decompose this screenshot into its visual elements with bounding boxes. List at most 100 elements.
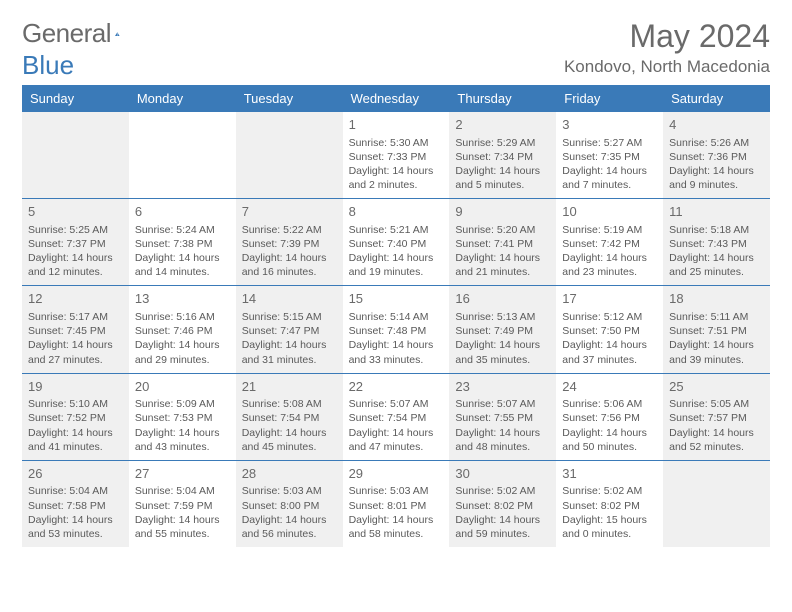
- sunset-line: Sunset: 7:37 PM: [28, 237, 123, 251]
- day-number: 31: [562, 465, 657, 483]
- day-cell: 11Sunrise: 5:18 AMSunset: 7:43 PMDayligh…: [663, 199, 770, 285]
- day-cell: 17Sunrise: 5:12 AMSunset: 7:50 PMDayligh…: [556, 286, 663, 372]
- day-cell: 20Sunrise: 5:09 AMSunset: 7:53 PMDayligh…: [129, 374, 236, 460]
- day-number: 12: [28, 290, 123, 308]
- sunrise-line: Sunrise: 5:17 AM: [28, 310, 123, 324]
- day-number: 22: [349, 378, 444, 396]
- day-cell: 3Sunrise: 5:27 AMSunset: 7:35 PMDaylight…: [556, 112, 663, 198]
- day-number: 5: [28, 203, 123, 221]
- daylight-line: Daylight: 14 hours and 21 minutes.: [455, 251, 550, 279]
- day-number: 8: [349, 203, 444, 221]
- day-number: 24: [562, 378, 657, 396]
- sunrise-line: Sunrise: 5:03 AM: [242, 484, 337, 498]
- day-cell: 10Sunrise: 5:19 AMSunset: 7:42 PMDayligh…: [556, 199, 663, 285]
- daylight-line: Daylight: 14 hours and 5 minutes.: [455, 164, 550, 192]
- week-row: 26Sunrise: 5:04 AMSunset: 7:58 PMDayligh…: [22, 461, 770, 547]
- day-number: 3: [562, 116, 657, 134]
- sunrise-line: Sunrise: 5:08 AM: [242, 397, 337, 411]
- day-cell: 30Sunrise: 5:02 AMSunset: 8:02 PMDayligh…: [449, 461, 556, 547]
- title-block: May 2024 Kondovo, North Macedonia: [564, 18, 770, 77]
- day-cell: 6Sunrise: 5:24 AMSunset: 7:38 PMDaylight…: [129, 199, 236, 285]
- sunset-line: Sunset: 7:35 PM: [562, 150, 657, 164]
- weekday-header: Tuesday: [236, 85, 343, 112]
- day-cell: 22Sunrise: 5:07 AMSunset: 7:54 PMDayligh…: [343, 374, 450, 460]
- sunrise-line: Sunrise: 5:06 AM: [562, 397, 657, 411]
- daylight-line: Daylight: 14 hours and 31 minutes.: [242, 338, 337, 366]
- sunrise-line: Sunrise: 5:30 AM: [349, 136, 444, 150]
- sunset-line: Sunset: 7:42 PM: [562, 237, 657, 251]
- sunrise-line: Sunrise: 5:24 AM: [135, 223, 230, 237]
- day-number: 15: [349, 290, 444, 308]
- day-number: 10: [562, 203, 657, 221]
- weekday-header: Sunday: [22, 85, 129, 112]
- day-number: 25: [669, 378, 764, 396]
- day-cell: 5Sunrise: 5:25 AMSunset: 7:37 PMDaylight…: [22, 199, 129, 285]
- week-row: 12Sunrise: 5:17 AMSunset: 7:45 PMDayligh…: [22, 286, 770, 373]
- day-number: 30: [455, 465, 550, 483]
- week-row: 1Sunrise: 5:30 AMSunset: 7:33 PMDaylight…: [22, 112, 770, 199]
- daylight-line: Daylight: 14 hours and 45 minutes.: [242, 426, 337, 454]
- sunrise-line: Sunrise: 5:22 AM: [242, 223, 337, 237]
- daylight-line: Daylight: 14 hours and 23 minutes.: [562, 251, 657, 279]
- day-cell: 24Sunrise: 5:06 AMSunset: 7:56 PMDayligh…: [556, 374, 663, 460]
- sunrise-line: Sunrise: 5:20 AM: [455, 223, 550, 237]
- logo-blue-text-wrap: Blue: [22, 50, 74, 81]
- daylight-line: Daylight: 14 hours and 50 minutes.: [562, 426, 657, 454]
- sunset-line: Sunset: 7:38 PM: [135, 237, 230, 251]
- sunset-line: Sunset: 7:43 PM: [669, 237, 764, 251]
- day-number: 27: [135, 465, 230, 483]
- daylight-line: Daylight: 14 hours and 35 minutes.: [455, 338, 550, 366]
- sunset-line: Sunset: 7:39 PM: [242, 237, 337, 251]
- sunrise-line: Sunrise: 5:18 AM: [669, 223, 764, 237]
- sunset-line: Sunset: 7:46 PM: [135, 324, 230, 338]
- sunset-line: Sunset: 7:45 PM: [28, 324, 123, 338]
- sunset-line: Sunset: 7:51 PM: [669, 324, 764, 338]
- day-cell: 4Sunrise: 5:26 AMSunset: 7:36 PMDaylight…: [663, 112, 770, 198]
- sunrise-line: Sunrise: 5:14 AM: [349, 310, 444, 324]
- sunset-line: Sunset: 7:58 PM: [28, 499, 123, 513]
- daylight-line: Daylight: 14 hours and 53 minutes.: [28, 513, 123, 541]
- daylight-line: Daylight: 14 hours and 55 minutes.: [135, 513, 230, 541]
- sunrise-line: Sunrise: 5:04 AM: [28, 484, 123, 498]
- daylight-line: Daylight: 14 hours and 47 minutes.: [349, 426, 444, 454]
- sunrise-line: Sunrise: 5:07 AM: [349, 397, 444, 411]
- day-cell: 28Sunrise: 5:03 AMSunset: 8:00 PMDayligh…: [236, 461, 343, 547]
- day-number: 16: [455, 290, 550, 308]
- day-cell: 16Sunrise: 5:13 AMSunset: 7:49 PMDayligh…: [449, 286, 556, 372]
- daylight-line: Daylight: 15 hours and 0 minutes.: [562, 513, 657, 541]
- day-cell: 9Sunrise: 5:20 AMSunset: 7:41 PMDaylight…: [449, 199, 556, 285]
- day-number: 28: [242, 465, 337, 483]
- sunrise-line: Sunrise: 5:11 AM: [669, 310, 764, 324]
- daylight-line: Daylight: 14 hours and 56 minutes.: [242, 513, 337, 541]
- sunset-line: Sunset: 7:41 PM: [455, 237, 550, 251]
- daylight-line: Daylight: 14 hours and 27 minutes.: [28, 338, 123, 366]
- daylight-line: Daylight: 14 hours and 9 minutes.: [669, 164, 764, 192]
- daylight-line: Daylight: 14 hours and 16 minutes.: [242, 251, 337, 279]
- sunrise-line: Sunrise: 5:29 AM: [455, 136, 550, 150]
- daylight-line: Daylight: 14 hours and 58 minutes.: [349, 513, 444, 541]
- sunset-line: Sunset: 8:00 PM: [242, 499, 337, 513]
- day-number: 13: [135, 290, 230, 308]
- weekday-header: Thursday: [449, 85, 556, 112]
- sunset-line: Sunset: 7:47 PM: [242, 324, 337, 338]
- day-number: 1: [349, 116, 444, 134]
- day-cell: 7Sunrise: 5:22 AMSunset: 7:39 PMDaylight…: [236, 199, 343, 285]
- sunrise-line: Sunrise: 5:16 AM: [135, 310, 230, 324]
- sunrise-line: Sunrise: 5:10 AM: [28, 397, 123, 411]
- calendar: SundayMondayTuesdayWednesdayThursdayFrid…: [22, 85, 770, 547]
- day-cell: 1Sunrise: 5:30 AMSunset: 7:33 PMDaylight…: [343, 112, 450, 198]
- daylight-line: Daylight: 14 hours and 48 minutes.: [455, 426, 550, 454]
- sunrise-line: Sunrise: 5:21 AM: [349, 223, 444, 237]
- day-cell: 25Sunrise: 5:05 AMSunset: 7:57 PMDayligh…: [663, 374, 770, 460]
- sunrise-line: Sunrise: 5:09 AM: [135, 397, 230, 411]
- sunrise-line: Sunrise: 5:04 AM: [135, 484, 230, 498]
- sunset-line: Sunset: 7:53 PM: [135, 411, 230, 425]
- sunrise-line: Sunrise: 5:07 AM: [455, 397, 550, 411]
- day-number: 18: [669, 290, 764, 308]
- day-cell: [22, 112, 129, 198]
- logo-text-1: General: [22, 18, 111, 49]
- day-cell: 12 Sunrise: 5:17 AMSunset: 7:45 PMDayligh…: [22, 286, 129, 372]
- daylight-line: Daylight: 14 hours and 41 minutes.: [28, 426, 123, 454]
- sunset-line: Sunset: 7:49 PM: [455, 324, 550, 338]
- month-title: May 2024: [564, 18, 770, 55]
